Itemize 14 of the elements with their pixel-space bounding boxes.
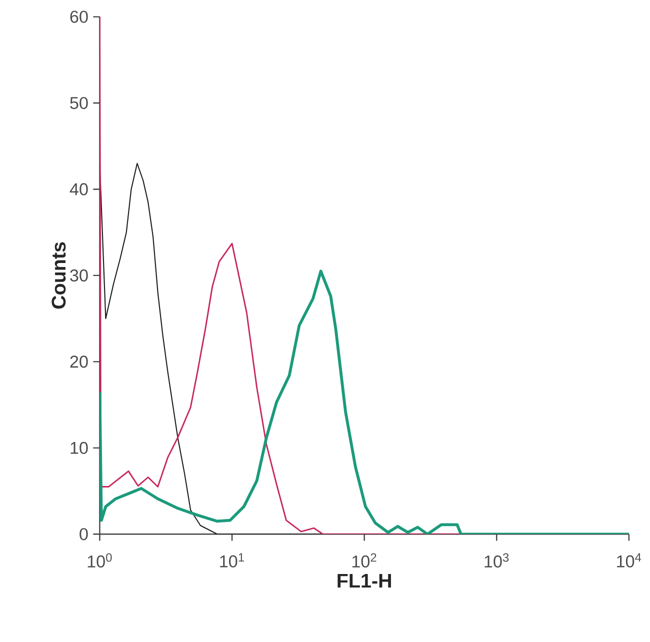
y-tick-label: 50 — [70, 97, 88, 110]
y-tick-label: 20 — [70, 356, 88, 368]
y-tick-label: 60 — [70, 10, 88, 23]
x-tick-label: 10$^{3}$ — [484, 553, 509, 568]
x-tick-label: 10$^{1}$ — [220, 553, 244, 568]
x-tick-label: 10$^{4}$ — [617, 553, 642, 568]
y-tick-label: 40 — [70, 183, 88, 196]
x-axis-title: FL1-H — [338, 574, 391, 588]
x-tick-label: 10$^{2}$ — [352, 553, 376, 568]
y-axis-title: Counts — [52, 242, 66, 309]
y-tick-label: 0 — [80, 528, 88, 540]
x-tick-label: 10$^{0}$ — [88, 553, 112, 568]
y-tick-label: 10 — [70, 442, 88, 454]
y-tick-label: 30 — [70, 270, 88, 282]
